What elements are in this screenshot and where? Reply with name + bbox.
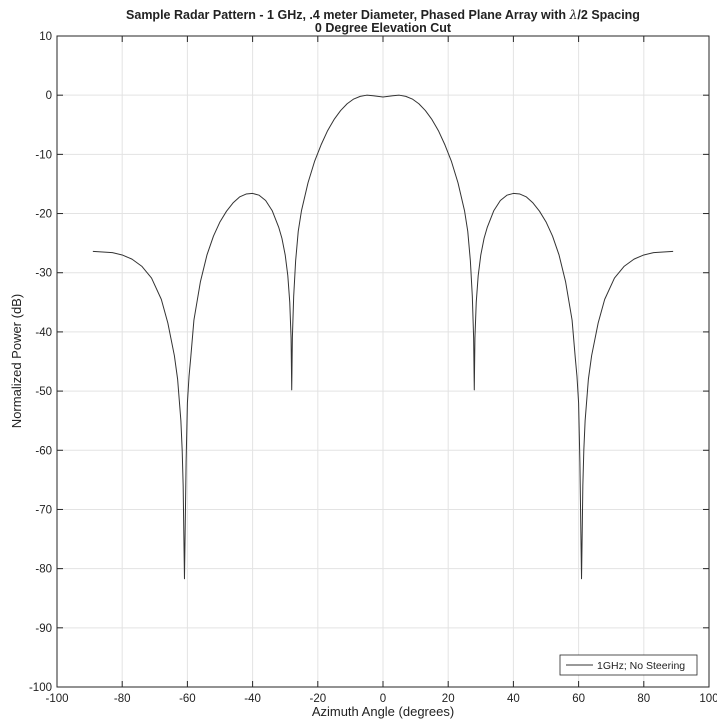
plot-area: -100 -80 -60 -40 -20 0 20 40 60 80 100100-10-20-30… (29, 31, 717, 705)
y-tick-label: -100 (29, 682, 52, 694)
y-tick-label: -70 (35, 504, 52, 516)
legend-label: 1GHz; No Steering (597, 660, 685, 672)
x-tick-label: -20 (309, 693, 326, 705)
y-tick-label: -80 (35, 564, 52, 576)
x-tick-label: -80 (114, 693, 131, 705)
x-axis-label: Azimuth Angle (degrees) (312, 704, 454, 719)
y-tick-label: -30 (35, 268, 52, 280)
y-tick-label: -50 (35, 386, 52, 398)
y-tick-label: 0 (46, 90, 52, 102)
x-tick-label: -60 (179, 693, 196, 705)
y-tick-label: -40 (35, 327, 52, 339)
legend-box (559, 654, 698, 676)
chart-title-line1: Sample Radar Pattern - 1 GHz, .4 meter D… (126, 7, 640, 22)
x-tick-label: -40 (244, 693, 261, 705)
x-tick-label: -100 (45, 693, 68, 705)
y-tick-label: -60 (35, 445, 52, 457)
x-tick-label: 60 (572, 693, 585, 705)
series-line (92, 94, 674, 580)
chart-title-line2: 0 Degree Elevation Cut (315, 21, 452, 35)
x-tick-label: 80 (637, 693, 650, 705)
y-tick-label: -10 (35, 149, 52, 161)
y-tick-label: -20 (35, 209, 52, 221)
x-tick-label: 40 (507, 693, 520, 705)
y-tick-label: 10 (39, 31, 52, 43)
y-axis-label: Normalized Power (dB) (9, 294, 24, 428)
x-tick-label: 100 (699, 693, 717, 705)
y-tick-label: -90 (35, 623, 52, 635)
x-tick-label: 20 (442, 693, 455, 705)
x-tick-label: 0 (380, 693, 386, 705)
